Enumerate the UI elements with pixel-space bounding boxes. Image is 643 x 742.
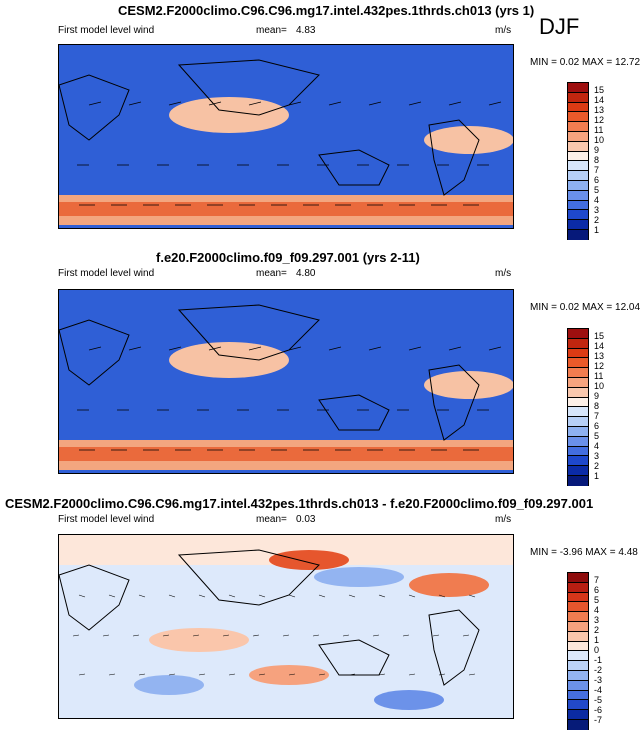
panel-3-mean-value: 0.03 — [296, 514, 316, 525]
panel-3-difference-map — [58, 534, 514, 719]
panel-1-colorbar-labels: 15 14 13 12 11 10 9 8 7 6 5 4 3 2 1 — [594, 85, 605, 235]
panel-1-mean-value: 4.83 — [296, 25, 316, 36]
panel-3-map-svg — [59, 535, 513, 718]
panel-2-variable-label: First model level wind — [58, 268, 155, 279]
panel-2-wind-map — [58, 289, 514, 474]
panel-1-variable-label: First model level wind — [58, 25, 155, 36]
panel-3-colorbar-labels: 7 6 5 4 3 2 1 0 -1 -2 -3 -4 -5 -6 -7 — [594, 575, 603, 725]
panel-2-mean-value: 4.80 — [296, 268, 316, 279]
panel-3-mean-label: mean= — [256, 514, 287, 525]
panel-1-minmax: MIN = 0.02 MAX = 12.72 — [530, 57, 641, 68]
panel-1-units: m/s — [495, 25, 512, 36]
panel-2-colorbar-labels: 15 14 13 12 11 10 9 8 7 6 5 4 3 2 1 — [594, 331, 605, 481]
panel-2-wind-vectors — [77, 346, 502, 451]
panel-1-mean-label: mean= — [256, 25, 287, 36]
panel-2-mean-label: mean= — [256, 268, 287, 279]
panel-2-title: f.e20.F2000climo.f09_f09.297.001 (yrs 2-… — [156, 250, 420, 265]
panel-1-wind-vectors — [77, 101, 502, 206]
panel-3-wind-vectors — [72, 594, 476, 676]
panel-1-title: CESM2.F2000climo.C96.C96.mg17.intel.432p… — [118, 3, 535, 18]
panel-3-variable-label: First model level wind — [58, 514, 155, 525]
panel-2-map-svg — [59, 290, 513, 473]
panel-3-minmax: MIN = -3.96 MAX = 4.48 — [530, 547, 638, 558]
panel-2-minmax: MIN = 0.02 MAX = 12.04 — [530, 302, 641, 313]
panel-1-map-svg — [59, 45, 513, 228]
panel-2-units: m/s — [495, 268, 512, 279]
panel-1-colorbar — [567, 82, 589, 240]
panel-2-colorbar — [567, 328, 589, 486]
panel-3-colorbar — [567, 572, 589, 730]
season-label: DJF — [539, 14, 580, 39]
panel-1-wind-map — [58, 44, 514, 229]
panel-3-units: m/s — [495, 514, 512, 525]
panel-3-title: CESM2.F2000climo.C96.C96.mg17.intel.432p… — [5, 496, 594, 511]
